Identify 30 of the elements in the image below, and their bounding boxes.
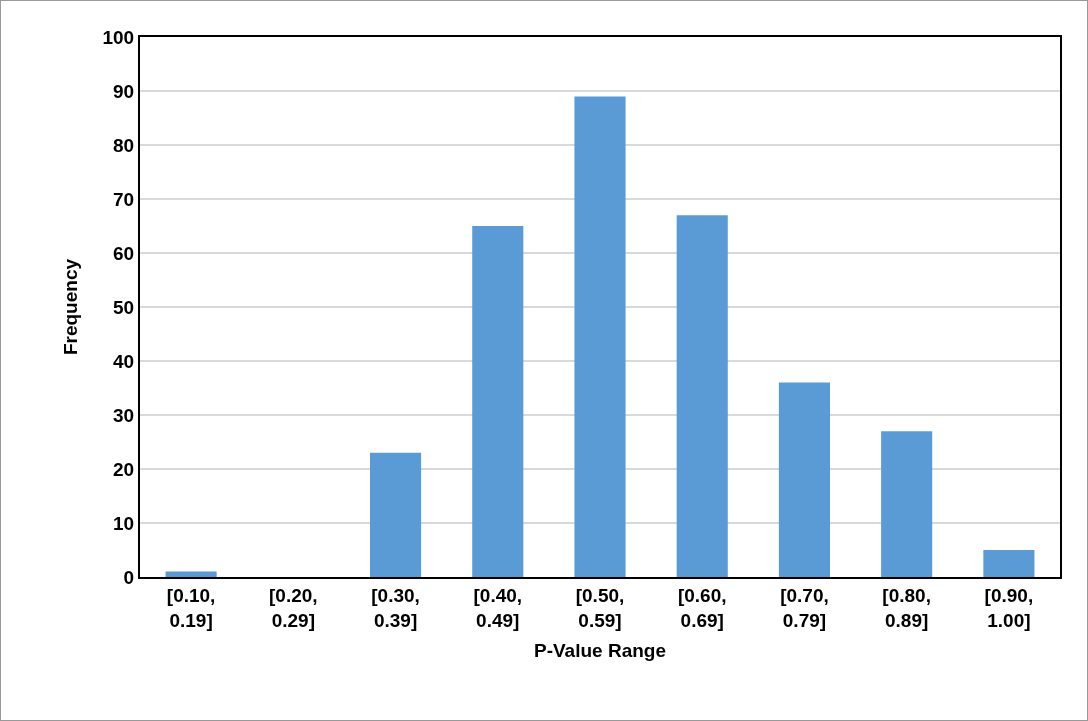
- x-tick-label: [0.90, 1.00]: [984, 584, 1034, 631]
- x-tick-label: [0.70, 0.79]: [780, 584, 829, 631]
- x-tick-label: [0.20, 0.29]: [269, 584, 318, 631]
- bar: [881, 431, 933, 577]
- y-tick-label: 0: [123, 566, 135, 588]
- x-tick-label: [0.10, 0.19]: [166, 584, 216, 631]
- y-tick-label: 100: [102, 26, 135, 48]
- bar: [983, 550, 1035, 577]
- y-tick-label: 90: [113, 80, 135, 102]
- y-tick-label: 30: [113, 404, 135, 426]
- x-tick-label: [0.80, 0.89]: [882, 584, 931, 631]
- y-tick-label: 60: [113, 242, 135, 264]
- y-tick-label: 50: [113, 296, 135, 318]
- y-tick-label: 10: [113, 512, 135, 534]
- x-tick-label: [0.30, 0.39]: [371, 584, 420, 631]
- x-tick-label: [0.50, 0.59]: [575, 584, 625, 631]
- bar: [472, 226, 524, 577]
- x-axis-title: P-Value Range: [534, 639, 666, 661]
- bar: [165, 571, 217, 577]
- bar: [778, 382, 830, 577]
- y-axis-title: Frequency: [59, 258, 81, 356]
- bar: [370, 452, 422, 577]
- y-tick-label: 70: [113, 188, 135, 210]
- y-tick-label: 40: [113, 350, 135, 372]
- y-tick-label: 20: [113, 458, 135, 480]
- y-tick-label: 80: [113, 134, 135, 156]
- bar: [676, 215, 728, 577]
- x-tick-label: [0.40, 0.49]: [473, 584, 523, 631]
- bar: [574, 96, 626, 577]
- x-tick-label: [0.60, 0.69]: [677, 584, 727, 631]
